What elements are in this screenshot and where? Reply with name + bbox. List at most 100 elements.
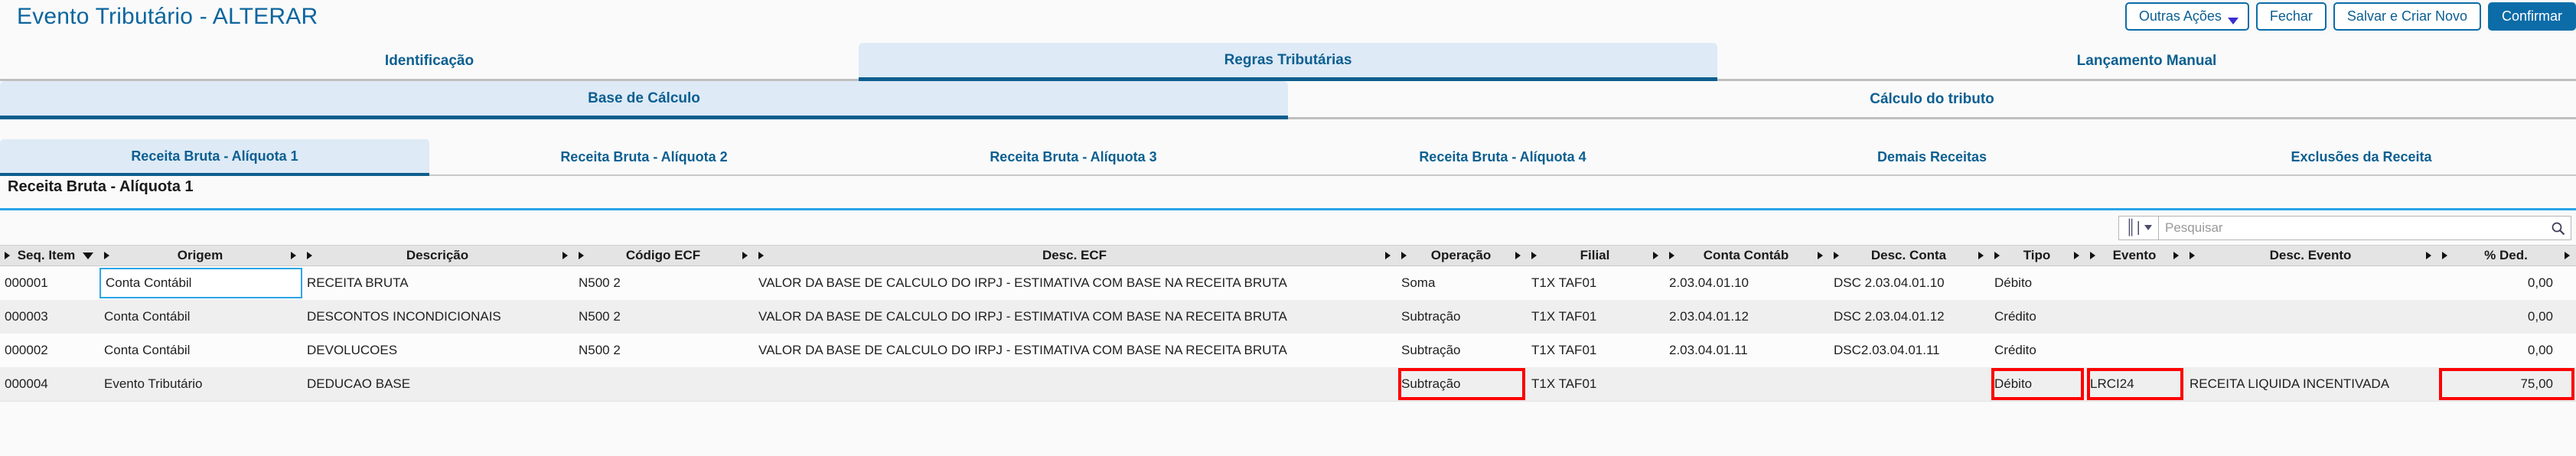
column-menu-icon[interactable] xyxy=(2190,252,2195,259)
cell-descri-o[interactable]: DEVOLUCOES xyxy=(302,334,574,367)
tab-regras-tributarias[interactable]: Regras Tributárias xyxy=(859,43,1717,81)
cell-descri-o[interactable]: DEDUCAO BASE xyxy=(302,367,574,401)
table-row[interactable]: 000002 Conta Contábil DEVOLUCOES N500 2 VALO… xyxy=(0,334,2576,367)
column-header-evento[interactable]: Evento xyxy=(2085,246,2185,265)
column-menu-icon[interactable] xyxy=(2442,252,2447,259)
cell-evento[interactable]: LRCI24 xyxy=(2085,367,2185,401)
cell-descri-o[interactable]: DESCONTOS INCONDICIONAIS xyxy=(302,300,574,334)
cell-ded[interactable]: 0,00 xyxy=(2437,334,2576,367)
tab-lancamento-manual[interactable]: Lançamento Manual xyxy=(1717,43,2576,81)
cell-ded[interactable]: 75,00 xyxy=(2437,367,2576,401)
column-resize-icon[interactable] xyxy=(291,252,296,259)
cell-desc-conta[interactable]: DSC 2.03.04.01.12 xyxy=(1829,300,1990,334)
cell-origem[interactable]: Conta Contábil xyxy=(99,334,302,367)
column-resize-icon[interactable] xyxy=(2173,252,2179,259)
column-header-c-digo-ecf[interactable]: Código ECF xyxy=(574,246,754,265)
cell-evento[interactable] xyxy=(2085,334,2185,367)
outras-acoes-button[interactable]: Outras Ações xyxy=(2124,2,2249,31)
column-header-filial[interactable]: Filial xyxy=(1527,246,1665,265)
cell-filial[interactable]: T1X TAF01 xyxy=(1527,334,1665,367)
column-resize-icon[interactable] xyxy=(1515,252,1521,259)
cell-seq-item[interactable]: 000003 xyxy=(0,300,99,334)
column-menu-icon[interactable] xyxy=(5,252,10,259)
tab-receita-bruta-aliquota-3[interactable]: Receita Bruta - Alíquota 3 xyxy=(859,139,1288,176)
cell-origem[interactable]: Evento Tributário xyxy=(99,367,302,401)
column-header-tipo[interactable]: Tipo xyxy=(1990,246,2085,265)
cell-seq-item[interactable]: 000001 xyxy=(0,266,99,300)
cell-seq-item[interactable]: 000002 xyxy=(0,334,99,367)
tab-demais-receitas[interactable]: Demais Receitas xyxy=(1717,139,2147,176)
cell-desc-evento[interactable]: RECEITA LIQUIDA INCENTIVADA xyxy=(2185,367,2437,401)
cell-opera-o[interactable]: Subtração xyxy=(1397,334,1527,367)
cell-filial[interactable]: T1X TAF01 xyxy=(1527,300,1665,334)
column-header-ded[interactable]: % Ded. xyxy=(2437,246,2576,265)
table-row[interactable]: 000004 Evento Tributário DEDUCAO BASE Subtr… xyxy=(0,367,2576,401)
cell-ded[interactable]: 0,00 xyxy=(2437,300,2576,334)
cell-opera-o[interactable]: Soma xyxy=(1397,266,1527,300)
cell-desc-ecf[interactable]: VALOR DA BASE DE CALCULO DO IRPJ - ESTIM… xyxy=(754,334,1397,367)
column-menu-icon[interactable] xyxy=(1994,252,2000,259)
cell-filial[interactable]: T1X TAF01 xyxy=(1527,367,1665,401)
column-menu-icon[interactable] xyxy=(1401,252,1407,259)
cell-desc-ecf[interactable]: VALOR DA BASE DE CALCULO DO IRPJ - ESTIM… xyxy=(754,266,1397,300)
search-input[interactable] xyxy=(2159,216,2571,239)
cell-opera-o[interactable]: Subtração xyxy=(1397,367,1527,401)
cell-c-digo-ecf[interactable]: N500 2 xyxy=(574,334,754,367)
column-menu-icon[interactable] xyxy=(104,252,109,259)
cell-tipo[interactable]: Débito xyxy=(1990,266,2085,300)
cell-desc-conta[interactable]: DSC2.03.04.01.11 xyxy=(1829,334,1990,367)
cell-ded[interactable]: 0,00 xyxy=(2437,266,2576,300)
cell-conta-cont-b[interactable]: 2.03.04.01.10 xyxy=(1665,266,1829,300)
column-resize-icon[interactable] xyxy=(2565,252,2570,259)
column-resize-icon[interactable] xyxy=(1653,252,1658,259)
column-header-opera-o[interactable]: Operação xyxy=(1397,246,1527,265)
cell-desc-evento[interactable] xyxy=(2185,334,2437,367)
search-box[interactable] xyxy=(2158,215,2571,240)
tab-receita-bruta-aliquota-4[interactable]: Receita Bruta - Alíquota 4 xyxy=(1288,139,1717,176)
column-resize-icon[interactable] xyxy=(562,252,568,259)
fechar-button[interactable]: Fechar xyxy=(2255,2,2327,31)
confirmar-button[interactable]: Confirmar xyxy=(2487,2,2576,31)
cell-c-digo-ecf[interactable]: N500 2 xyxy=(574,300,754,334)
cell-origem[interactable]: Conta Contábil xyxy=(99,268,302,298)
salvar-criar-novo-button[interactable]: Salvar e Criar Novo xyxy=(2333,2,2481,31)
cell-desc-ecf[interactable]: VALOR DA BASE DE CALCULO DO IRPJ - ESTIM… xyxy=(754,300,1397,334)
cell-desc-ecf[interactable] xyxy=(754,367,1397,401)
tab-receita-bruta-aliquota-1[interactable]: Receita Bruta - Alíquota 1 xyxy=(0,139,429,176)
column-menu-icon[interactable] xyxy=(1531,252,1537,259)
tab-identificacao[interactable]: Identificação xyxy=(0,43,859,81)
tab-base-de-calculo[interactable]: Base de Cálculo xyxy=(0,81,1288,119)
cell-desc-conta[interactable]: DSC 2.03.04.01.10 xyxy=(1829,266,1990,300)
column-resize-icon[interactable] xyxy=(1818,252,1823,259)
column-menu-icon[interactable] xyxy=(307,252,312,259)
tab-receita-bruta-aliquota-2[interactable]: Receita Bruta - Alíquota 2 xyxy=(429,139,859,176)
column-header-conta-cont-b[interactable]: Conta Contáb xyxy=(1665,246,1829,265)
cell-desc-evento[interactable] xyxy=(2185,266,2437,300)
tab-exclusoes-da-receita[interactable]: Exclusões da Receita xyxy=(2147,139,2576,176)
search-icon[interactable] xyxy=(2551,221,2565,236)
cell-seq-item[interactable]: 000004 xyxy=(0,367,99,401)
column-menu-icon[interactable] xyxy=(758,252,764,259)
cell-filial[interactable]: T1X TAF01 xyxy=(1527,266,1665,300)
column-header-desc-conta[interactable]: Desc. Conta xyxy=(1829,246,1990,265)
column-resize-icon[interactable] xyxy=(2074,252,2079,259)
cell-conta-cont-b[interactable]: 2.03.04.01.12 xyxy=(1665,300,1829,334)
cell-c-digo-ecf[interactable]: N500 2 xyxy=(574,266,754,300)
cell-tipo[interactable]: Débito xyxy=(1990,367,2085,401)
column-chooser-button[interactable]: ║| xyxy=(2118,215,2158,240)
column-resize-icon[interactable] xyxy=(1385,252,1391,259)
tab-calculo-do-tributo[interactable]: Cálculo do tributo xyxy=(1288,81,2576,119)
column-header-seq-item[interactable]: Seq. Item xyxy=(0,246,99,265)
column-resize-icon[interactable] xyxy=(742,252,748,259)
column-menu-icon[interactable] xyxy=(1834,252,1839,259)
cell-descri-o[interactable]: RECEITA BRUTA xyxy=(302,266,574,300)
cell-tipo[interactable]: Crédito xyxy=(1990,300,2085,334)
column-header-origem[interactable]: Origem xyxy=(99,246,302,265)
cell-evento[interactable] xyxy=(2085,300,2185,334)
cell-tipo[interactable]: Crédito xyxy=(1990,334,2085,367)
cell-desc-evento[interactable] xyxy=(2185,300,2437,334)
cell-conta-cont-b[interactable]: 2.03.04.01.11 xyxy=(1665,334,1829,367)
column-resize-icon[interactable] xyxy=(2426,252,2431,259)
column-resize-icon[interactable] xyxy=(1978,252,1984,259)
table-row[interactable]: 000003 Conta Contábil DESCONTOS INCONDICIO… xyxy=(0,300,2576,334)
